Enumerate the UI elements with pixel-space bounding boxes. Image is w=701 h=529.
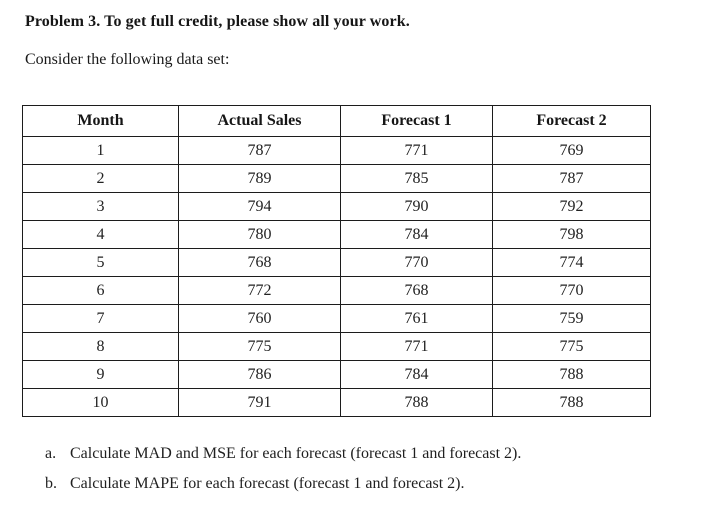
cell-forecast-2: 798 bbox=[492, 220, 651, 249]
cell-actual-sales: 780 bbox=[178, 220, 341, 249]
table-header-row: Month Actual Sales Forecast 1 Forecast 2 bbox=[22, 105, 651, 137]
intro-text: Consider the following data set: bbox=[25, 51, 230, 68]
cell-forecast-1: 768 bbox=[340, 276, 493, 305]
cell-month: 5 bbox=[22, 248, 179, 277]
cell-month: 4 bbox=[22, 220, 179, 249]
cell-forecast-2: 759 bbox=[492, 304, 651, 333]
cell-forecast-2: 770 bbox=[492, 276, 651, 305]
column-header-actual-sales: Actual Sales bbox=[178, 105, 341, 137]
column-header-forecast-2: Forecast 2 bbox=[492, 105, 651, 137]
cell-forecast-1: 771 bbox=[340, 332, 493, 361]
question-b: b. Calculate MAPE for each forecast (for… bbox=[45, 474, 521, 493]
cell-forecast-1: 784 bbox=[340, 360, 493, 389]
sales-forecast-table: Month Actual Sales Forecast 1 Forecast 2… bbox=[22, 105, 651, 417]
cell-month: 8 bbox=[22, 332, 179, 361]
table-row: 5 768 770 774 bbox=[22, 248, 651, 277]
cell-forecast-2: 788 bbox=[492, 360, 651, 389]
cell-forecast-1: 790 bbox=[340, 192, 493, 221]
cell-forecast-1: 770 bbox=[340, 248, 493, 277]
question-a: a. Calculate MAD and MSE for each foreca… bbox=[45, 444, 521, 463]
cell-month: 1 bbox=[22, 136, 179, 165]
cell-forecast-1: 788 bbox=[340, 388, 493, 417]
table-row: 10 791 788 788 bbox=[22, 388, 651, 417]
cell-actual-sales: 789 bbox=[178, 164, 341, 193]
column-header-forecast-1: Forecast 1 bbox=[340, 105, 493, 137]
cell-month: 6 bbox=[22, 276, 179, 305]
table-row: 6 772 768 770 bbox=[22, 276, 651, 305]
column-header-month: Month bbox=[22, 105, 179, 137]
cell-actual-sales: 760 bbox=[178, 304, 341, 333]
question-list: a. Calculate MAD and MSE for each foreca… bbox=[45, 444, 521, 504]
cell-forecast-1: 785 bbox=[340, 164, 493, 193]
question-b-marker: b. bbox=[45, 475, 57, 492]
problem-title: Problem 3. To get full credit, please sh… bbox=[25, 13, 410, 30]
table-row: 2 789 785 787 bbox=[22, 164, 651, 193]
cell-month: 10 bbox=[22, 388, 179, 417]
question-a-text: Calculate MAD and MSE for each forecast … bbox=[70, 445, 522, 462]
table-row: 7 760 761 759 bbox=[22, 304, 651, 333]
cell-actual-sales: 791 bbox=[178, 388, 341, 417]
cell-month: 7 bbox=[22, 304, 179, 333]
cell-forecast-2: 775 bbox=[492, 332, 651, 361]
table-row: 8 775 771 775 bbox=[22, 332, 651, 361]
cell-month: 9 bbox=[22, 360, 179, 389]
table-row: 9 786 784 788 bbox=[22, 360, 651, 389]
cell-forecast-2: 769 bbox=[492, 136, 651, 165]
cell-month: 2 bbox=[22, 164, 179, 193]
table-row: 1 787 771 769 bbox=[22, 136, 651, 165]
cell-actual-sales: 768 bbox=[178, 248, 341, 277]
cell-forecast-1: 761 bbox=[340, 304, 493, 333]
cell-forecast-2: 774 bbox=[492, 248, 651, 277]
table-row: 4 780 784 798 bbox=[22, 220, 651, 249]
cell-forecast-2: 788 bbox=[492, 388, 651, 417]
cell-actual-sales: 794 bbox=[178, 192, 341, 221]
cell-month: 3 bbox=[22, 192, 179, 221]
question-a-marker: a. bbox=[45, 445, 57, 462]
cell-actual-sales: 787 bbox=[178, 136, 341, 165]
cell-actual-sales: 786 bbox=[178, 360, 341, 389]
table-row: 3 794 790 792 bbox=[22, 192, 651, 221]
cell-forecast-2: 787 bbox=[492, 164, 651, 193]
cell-forecast-1: 784 bbox=[340, 220, 493, 249]
cell-forecast-2: 792 bbox=[492, 192, 651, 221]
cell-actual-sales: 772 bbox=[178, 276, 341, 305]
cell-forecast-1: 771 bbox=[340, 136, 493, 165]
question-b-text: Calculate MAPE for each forecast (foreca… bbox=[70, 475, 465, 492]
cell-actual-sales: 775 bbox=[178, 332, 341, 361]
